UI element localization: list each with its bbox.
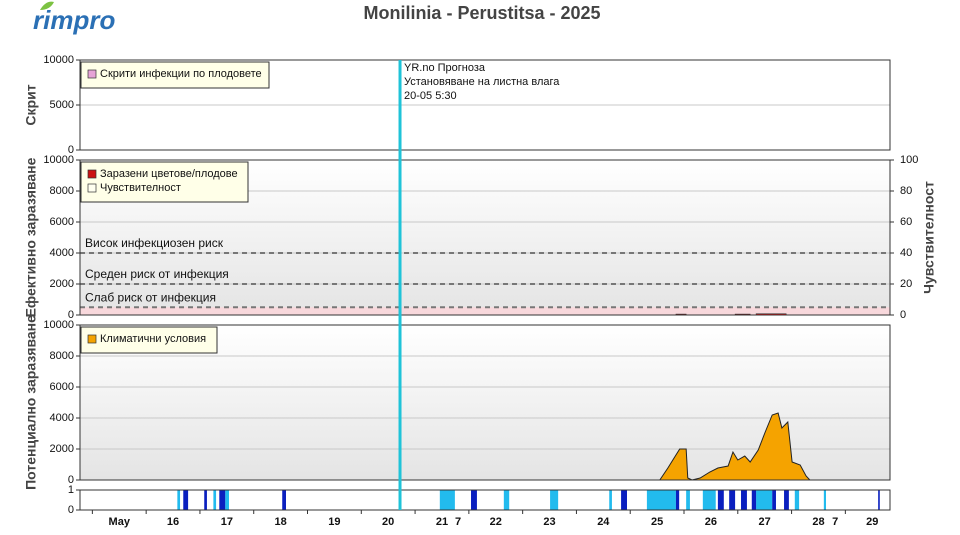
area bbox=[658, 412, 812, 481]
y-tick-label: 2000 bbox=[50, 278, 74, 290]
y-tick-label: 6000 bbox=[50, 381, 74, 393]
bar bbox=[702, 490, 716, 510]
y2-tick-label: 0 bbox=[900, 309, 906, 321]
legend-swatch bbox=[87, 69, 97, 79]
y2-tick-label: 60 bbox=[900, 216, 912, 228]
y-tick-label: 6000 bbox=[50, 216, 74, 228]
x-tick-label: 17 bbox=[221, 516, 233, 528]
y2-axis-label: Чувствителност bbox=[921, 181, 937, 294]
x-tick-label: May bbox=[109, 516, 131, 528]
bar bbox=[609, 490, 612, 510]
y-tick-label: 0 bbox=[68, 504, 74, 516]
panel-frame bbox=[79, 159, 891, 316]
x-tick-label: 21 bbox=[436, 516, 448, 528]
bar bbox=[784, 490, 789, 510]
panel-frame bbox=[79, 59, 891, 151]
bar bbox=[471, 490, 477, 510]
y-tick-label: 0 bbox=[68, 309, 74, 321]
y-tick-label: 0 bbox=[68, 474, 74, 486]
threshold-label: Висок инфекциозен риск bbox=[85, 236, 224, 250]
panel-frame bbox=[79, 324, 891, 481]
threshold-label: Среден риск от инфекция bbox=[85, 267, 229, 281]
x-tick-label: 18 bbox=[274, 516, 286, 528]
y-axis-label: Потенциално заразяване bbox=[23, 315, 39, 490]
bar bbox=[219, 490, 226, 510]
bar bbox=[751, 490, 757, 510]
legend-label: Климатични условия bbox=[100, 333, 206, 345]
x-tick-label: 20 bbox=[382, 516, 394, 528]
y-axis-label: Ефективно заразяване bbox=[23, 157, 39, 317]
y-tick-label: 10000 bbox=[43, 154, 74, 166]
bar bbox=[729, 490, 736, 510]
x-tick-label: 22 bbox=[490, 516, 502, 528]
x-tick-label: 26 bbox=[705, 516, 717, 528]
legend-swatch bbox=[87, 183, 97, 193]
y-tick-label: 10000 bbox=[43, 319, 74, 331]
bar bbox=[646, 490, 676, 510]
bar bbox=[503, 490, 510, 510]
bar bbox=[717, 490, 724, 510]
legend-label: Чувствителност bbox=[100, 182, 181, 194]
panel-frame bbox=[79, 489, 891, 511]
x-tick-label: 25 bbox=[651, 516, 663, 528]
y-axis-label: Скрит bbox=[23, 84, 39, 125]
bar bbox=[741, 490, 747, 510]
bar bbox=[225, 490, 229, 510]
x-tick-label: 16 bbox=[167, 516, 179, 528]
legend bbox=[80, 326, 218, 354]
bar bbox=[756, 490, 773, 510]
low-risk-band bbox=[80, 307, 890, 315]
chart-title: Monilinia - Perustitsa - 2025 bbox=[363, 3, 600, 23]
y-tick-label: 2000 bbox=[50, 443, 74, 455]
x-tick-label: 24 bbox=[597, 516, 610, 528]
bar bbox=[878, 490, 880, 510]
legend bbox=[80, 61, 270, 89]
y-tick-label: 4000 bbox=[50, 412, 74, 424]
bar bbox=[823, 490, 826, 510]
annotation: Установяване на листна влага bbox=[404, 76, 560, 88]
y-tick-label: 4000 bbox=[50, 247, 74, 259]
x-tick-label: 19 bbox=[328, 516, 340, 528]
logo: rimpro bbox=[33, 5, 115, 35]
bar bbox=[177, 490, 181, 510]
x-tick-label: 29 bbox=[866, 516, 878, 528]
legend-swatch bbox=[87, 169, 97, 179]
bar bbox=[204, 490, 207, 510]
logo-leaf bbox=[40, 1, 54, 10]
x-tick-label: 27 bbox=[759, 516, 771, 528]
bar bbox=[686, 490, 690, 510]
bar bbox=[282, 490, 286, 510]
x-tick-label: 23 bbox=[543, 516, 555, 528]
x-tick-label: 28 bbox=[812, 516, 824, 528]
y-tick-label: 10000 bbox=[43, 54, 74, 66]
y2-tick-label: 40 bbox=[900, 247, 912, 259]
y2-tick-label: 20 bbox=[900, 278, 912, 290]
legend bbox=[80, 161, 249, 203]
threshold-label: Слаб риск от инфекция bbox=[85, 290, 216, 304]
bar bbox=[439, 490, 455, 510]
annotation: YR.no Прогноза bbox=[404, 62, 486, 74]
y-tick-label: 1 bbox=[68, 484, 74, 496]
bar bbox=[183, 490, 189, 510]
bar bbox=[550, 490, 559, 510]
annotation: 20-05 5:30 bbox=[404, 90, 457, 102]
bar bbox=[772, 490, 776, 510]
x-tick-label: 7 bbox=[832, 516, 838, 528]
bar bbox=[675, 490, 680, 510]
y2-tick-label: 100 bbox=[900, 154, 918, 166]
legend-label: Скрити инфекции по плодовете bbox=[100, 68, 262, 80]
y-tick-label: 0 bbox=[68, 144, 74, 156]
y-tick-label: 5000 bbox=[50, 99, 74, 111]
bar bbox=[621, 490, 627, 510]
y2-tick-label: 80 bbox=[900, 185, 912, 197]
bar bbox=[213, 490, 217, 510]
legend-label: Заразени цветове/плодове bbox=[100, 168, 238, 180]
x-tick-label: 7 bbox=[455, 516, 461, 528]
legend-swatch bbox=[87, 334, 97, 344]
bar bbox=[794, 490, 800, 510]
y-tick-label: 8000 bbox=[50, 185, 74, 197]
y-tick-label: 8000 bbox=[50, 350, 74, 362]
